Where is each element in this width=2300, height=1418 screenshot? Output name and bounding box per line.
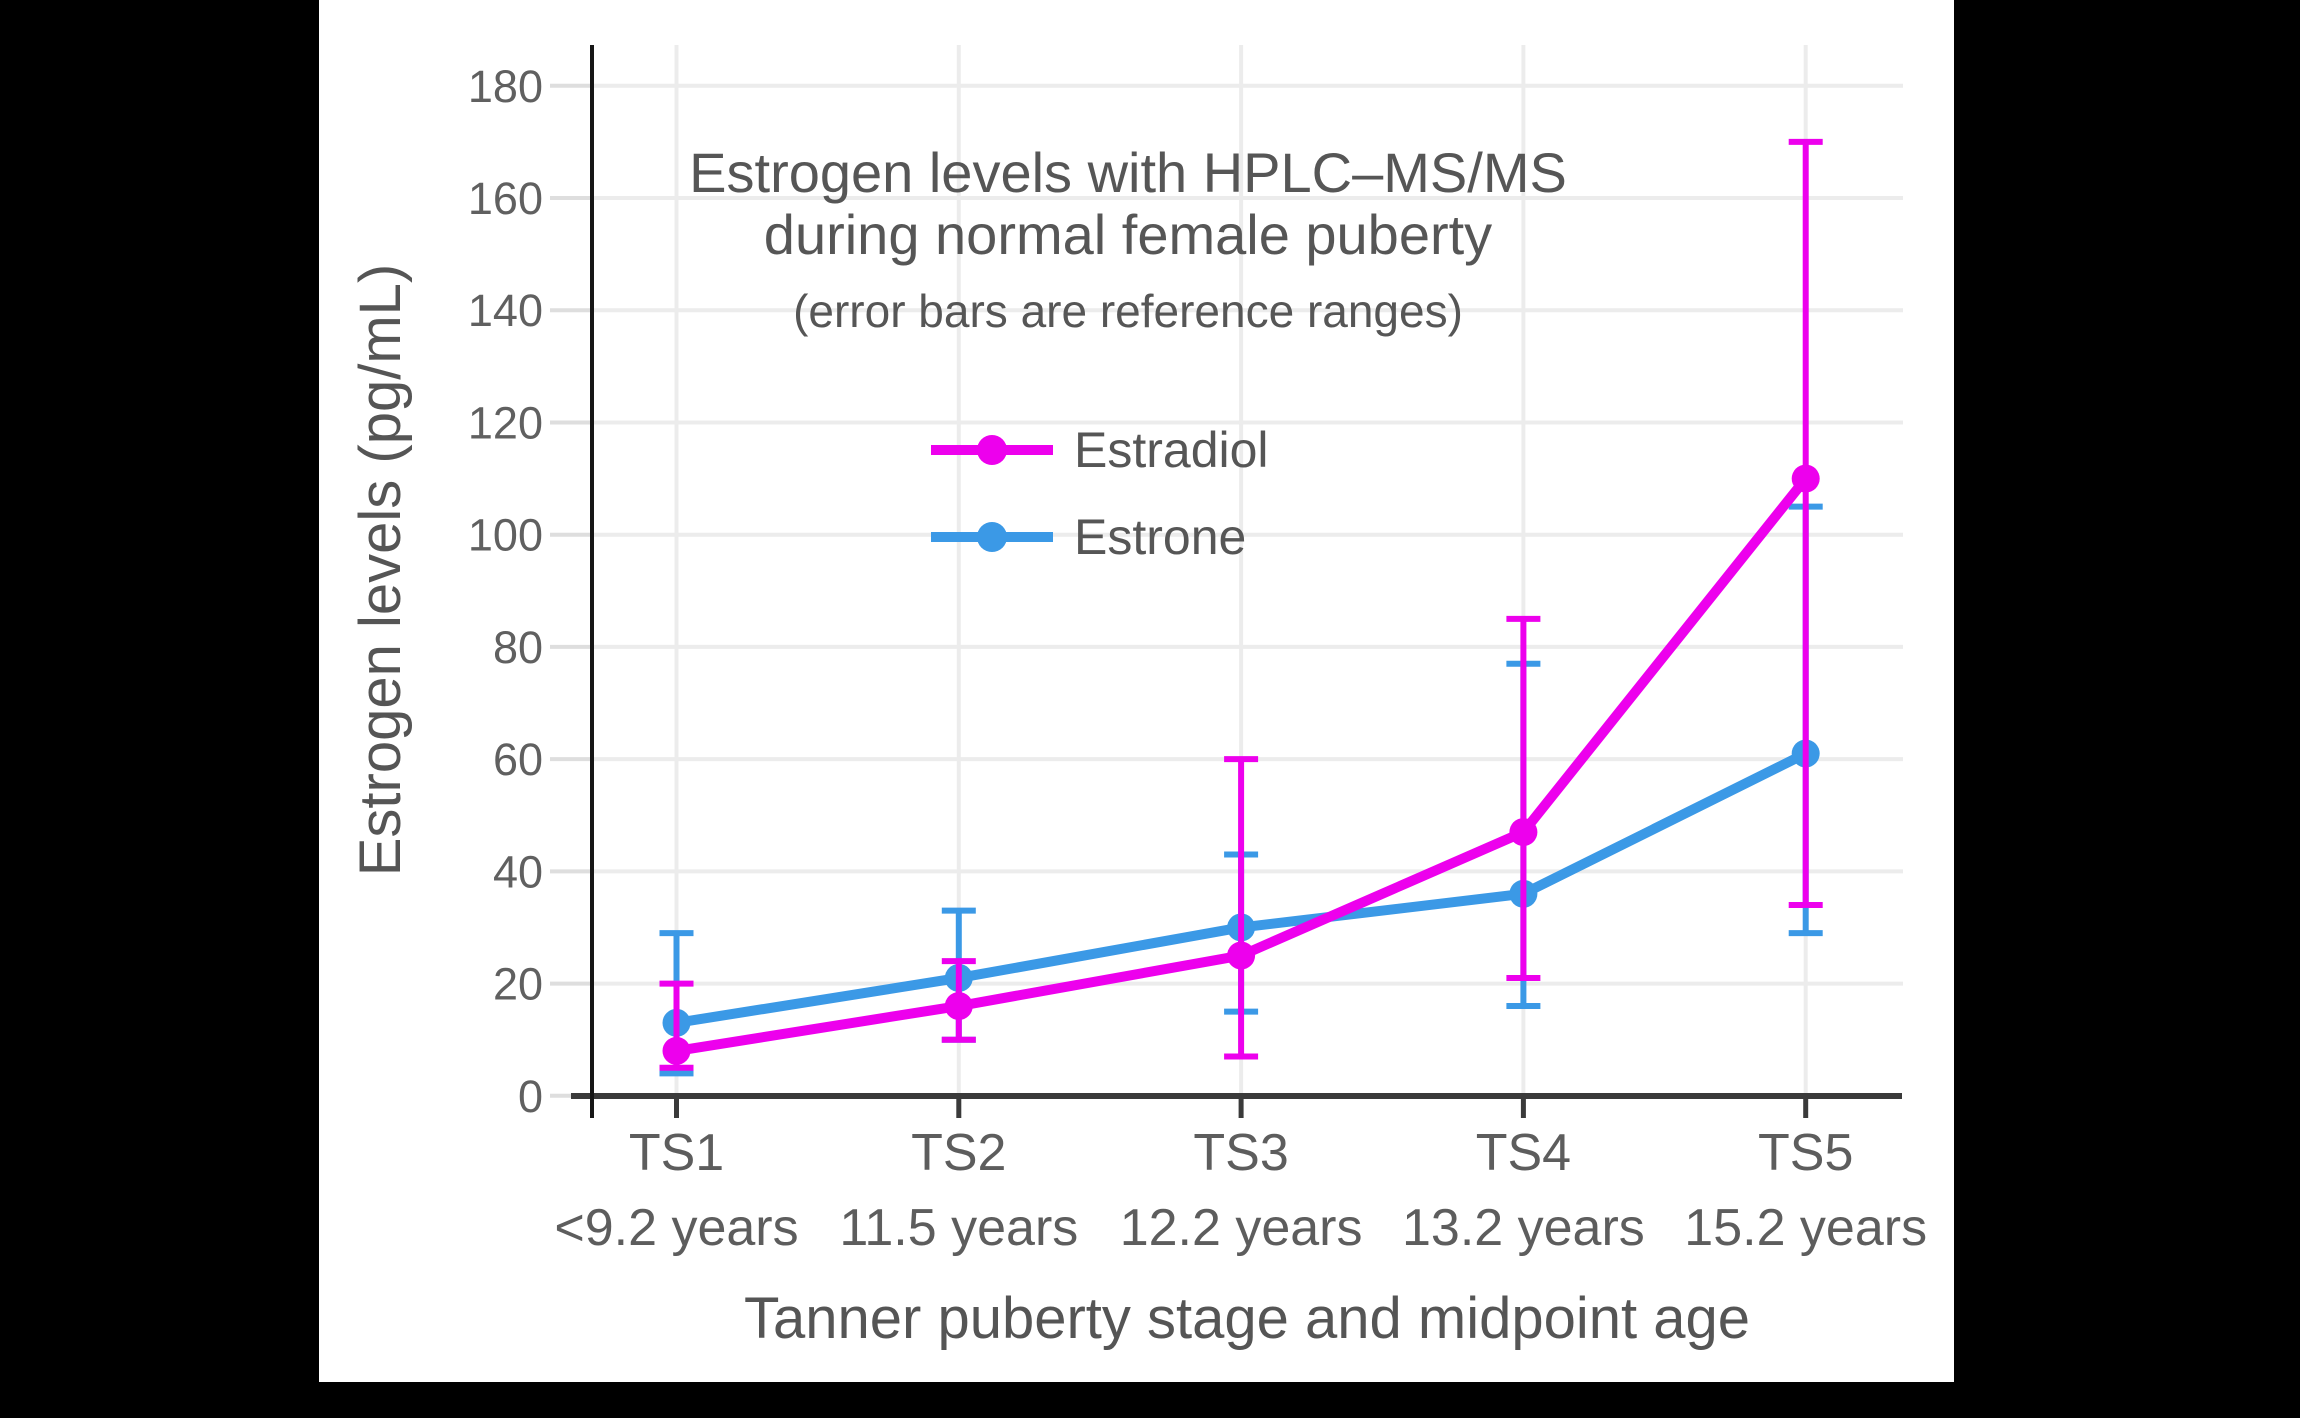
x-tick-sublabel: 11.5 years	[839, 1199, 1078, 1257]
data-point-estradiol	[1227, 941, 1256, 970]
y-tick-label: 140	[468, 285, 543, 336]
y-tick-label: 0	[518, 1071, 543, 1122]
y-tick-label: 160	[468, 173, 543, 224]
axis-layer	[571, 45, 1902, 1118]
y-tick-label: 120	[468, 397, 543, 448]
chart-subtitle: (error bars are reference ranges)	[793, 285, 1463, 337]
x-tick-label: TS1	[629, 1124, 724, 1182]
error-bar-estradiol	[1224, 756, 1259, 1060]
y-tick-label: 100	[468, 510, 543, 561]
x-tick-label: TS3	[1193, 1124, 1288, 1182]
legend-label-estradiol: Estradiol	[1074, 422, 1269, 478]
x-tick-sublabel: 13.2 years	[1402, 1199, 1645, 1257]
y-tick-label: 40	[493, 846, 543, 897]
x-tick-label: TS4	[1476, 1124, 1571, 1182]
x-tick-sublabel: <9.2 years	[554, 1199, 798, 1257]
data-point-estradiol	[1509, 818, 1538, 847]
legend: Estradiol Estrone	[931, 422, 1269, 565]
x-tick-sublabel: 12.2 years	[1120, 1199, 1363, 1257]
legend-item-estradiol: Estradiol	[931, 422, 1269, 478]
error-bar-estradiol	[1788, 138, 1823, 909]
chart-title-line2: during normal female puberty	[764, 203, 1492, 266]
data-point-estradiol	[1791, 464, 1820, 493]
tick-label-layer: 0 20 40 60 80 100 120 140 160 180 TS1 <9.2 years TS2…	[468, 61, 1927, 1257]
y-tick-label: 180	[468, 61, 543, 112]
series-estradiol	[659, 138, 1823, 1071]
y-tick-label: 80	[493, 622, 543, 673]
legend-label-estrone: Estrone	[1074, 509, 1246, 565]
data-point-estradiol	[662, 1036, 691, 1065]
series-layer	[659, 138, 1823, 1077]
error-bar-estradiol	[1506, 615, 1541, 981]
data-point-estradiol	[944, 992, 973, 1021]
y-axis-title: Estrogen levels (pg/mL)	[348, 264, 413, 876]
estradiol-legend-marker-icon	[977, 435, 1007, 465]
y-tick-label: 20	[493, 959, 543, 1010]
chart-title-line1: Estrogen levels with HPLC–MS/MS	[689, 141, 1567, 204]
x-axis-title: Tanner puberty stage and midpoint age	[744, 1286, 1750, 1351]
legend-item-estrone: Estrone	[931, 509, 1246, 565]
x-tick-label: TS2	[911, 1124, 1006, 1182]
y-tick-label: 60	[493, 734, 543, 785]
x-tick-label: TS5	[1758, 1124, 1853, 1182]
estrone-legend-marker-icon	[977, 522, 1007, 552]
x-tick-sublabel: 15.2 years	[1684, 1199, 1927, 1257]
